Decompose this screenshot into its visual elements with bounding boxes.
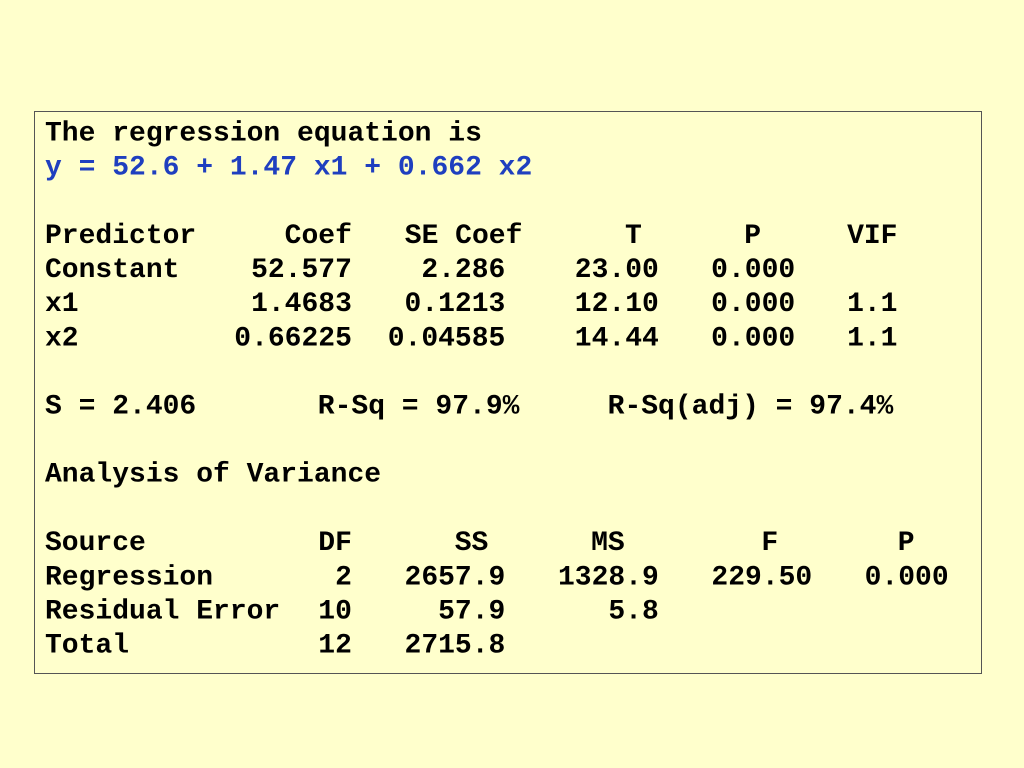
- anova-cell: 2: [335, 562, 352, 593]
- anova-cell: Residual Error: [45, 596, 280, 627]
- coef-header: T: [625, 221, 642, 252]
- coef-cell: 0.000: [711, 289, 795, 320]
- coef-cell: 0.000: [711, 255, 795, 286]
- coef-cell: 23.00: [575, 255, 659, 286]
- coef-cell: 0.1213: [405, 289, 506, 320]
- anova-cell: Total: [45, 631, 129, 662]
- summary-stat: R-Sq = 97.9%: [318, 392, 520, 423]
- coef-header: Coef: [285, 221, 352, 252]
- anova-header: Source: [45, 528, 146, 559]
- coef-cell: 0.04585: [388, 323, 506, 354]
- coef-cell: 1.1: [847, 289, 897, 320]
- coef-header: P: [744, 221, 761, 252]
- anova-header: SS: [455, 528, 489, 559]
- anova-cell: 229.50: [711, 562, 812, 593]
- anova-cell: 1328.9: [558, 562, 659, 593]
- anova-header: MS: [591, 528, 625, 559]
- coef-cell: 14.44: [575, 323, 659, 354]
- coef-cell: x1: [45, 289, 79, 320]
- coef-cell: 0.000: [711, 323, 795, 354]
- summary-stat: R-Sq(adj) = 97.4%: [608, 392, 894, 423]
- coef-cell: 1.1: [847, 323, 897, 354]
- anova-cell: 0.000: [865, 562, 949, 593]
- anova-cell: 5.8: [608, 596, 658, 627]
- output-box: [34, 111, 982, 674]
- coef-cell: 52.577: [251, 255, 352, 286]
- coef-cell: 12.10: [575, 289, 659, 320]
- anova-header: P: [898, 528, 915, 559]
- anova-cell: 12: [318, 631, 352, 662]
- coef-header: VIF: [847, 221, 897, 252]
- coef-cell: Constant: [45, 255, 179, 286]
- coef-cell: x2: [45, 323, 79, 354]
- summary-stat: S = 2.406: [45, 392, 196, 423]
- coef-cell: 2.286: [421, 255, 505, 286]
- anova-header: F: [761, 528, 778, 559]
- coef-header: Predictor: [45, 221, 196, 252]
- anova-title: Analysis of Variance: [45, 459, 381, 490]
- anova-cell: 2715.8: [405, 631, 506, 662]
- coef-cell: 0.66225: [234, 323, 352, 354]
- coef-header: SE Coef: [405, 221, 523, 252]
- anova-cell: 2657.9: [405, 562, 506, 593]
- coef-cell: 1.4683: [251, 289, 352, 320]
- anova-header: DF: [318, 528, 352, 559]
- anova-cell: 57.9: [438, 596, 505, 627]
- regression-title: The regression equation is: [45, 118, 482, 149]
- anova-cell: Regression: [45, 562, 213, 593]
- regression-equation: y = 52.6 + 1.47 x1 + 0.662 x2: [45, 152, 532, 183]
- anova-cell: 10: [318, 596, 352, 627]
